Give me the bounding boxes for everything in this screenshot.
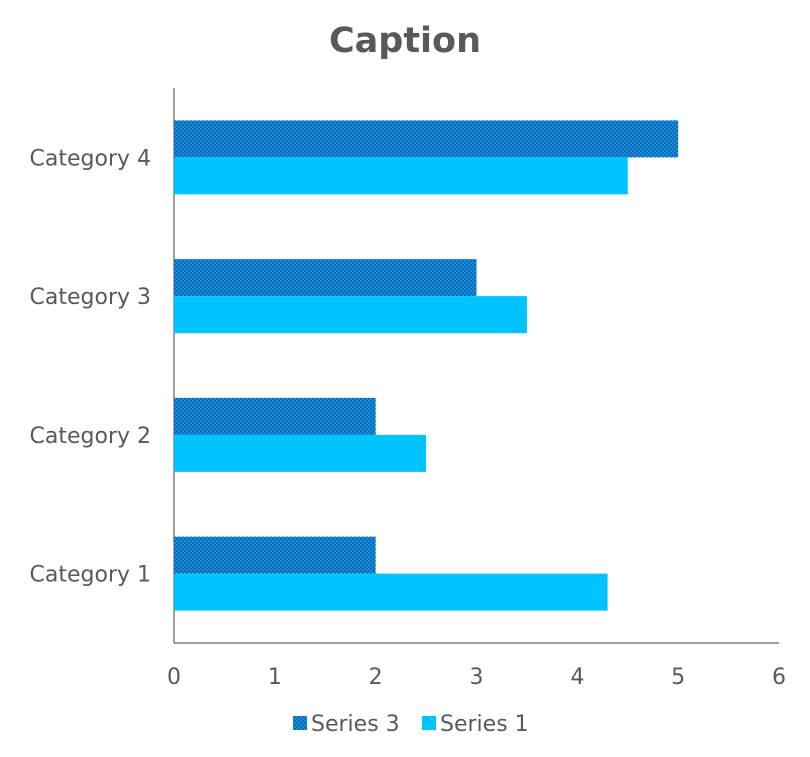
legend-swatch-series-3 — [293, 716, 307, 730]
legend: Series 3 Series 1 — [293, 712, 529, 737]
category-label: Category 4 — [30, 146, 151, 171]
plot-area: Category 1 Category 2 Category 3 Category 4… — [30, 88, 786, 690]
bar-series-3-category-4 — [174, 120, 679, 158]
x-tick-label: 4 — [570, 665, 584, 690]
bar-series-3-category-3 — [174, 259, 477, 297]
legend-label-series-3: Series 3 — [311, 712, 400, 737]
bar-series-1-category-1 — [174, 573, 608, 611]
category-label: Category 1 — [30, 563, 151, 588]
x-tick-label: 0 — [167, 665, 181, 690]
legend-label-series-1: Series 1 — [440, 712, 529, 737]
bar-series-3-category-2 — [174, 397, 376, 435]
x-tick-label: 2 — [369, 665, 383, 690]
x-tick-label: 3 — [470, 665, 484, 690]
bar-series-3-category-1 — [174, 536, 376, 574]
bar-series-1-category-4 — [174, 157, 628, 195]
category-label: Category 3 — [30, 285, 151, 310]
chart-title: Caption — [329, 21, 481, 61]
x-tick-label: 6 — [772, 665, 786, 690]
category-label: Category 2 — [30, 424, 151, 449]
x-tick-label: 5 — [671, 665, 685, 690]
bar-series-1-category-3 — [174, 296, 527, 334]
bar-series-1-category-2 — [174, 434, 427, 472]
x-tick-label: 1 — [268, 665, 282, 690]
legend-swatch-series-1 — [422, 716, 436, 730]
